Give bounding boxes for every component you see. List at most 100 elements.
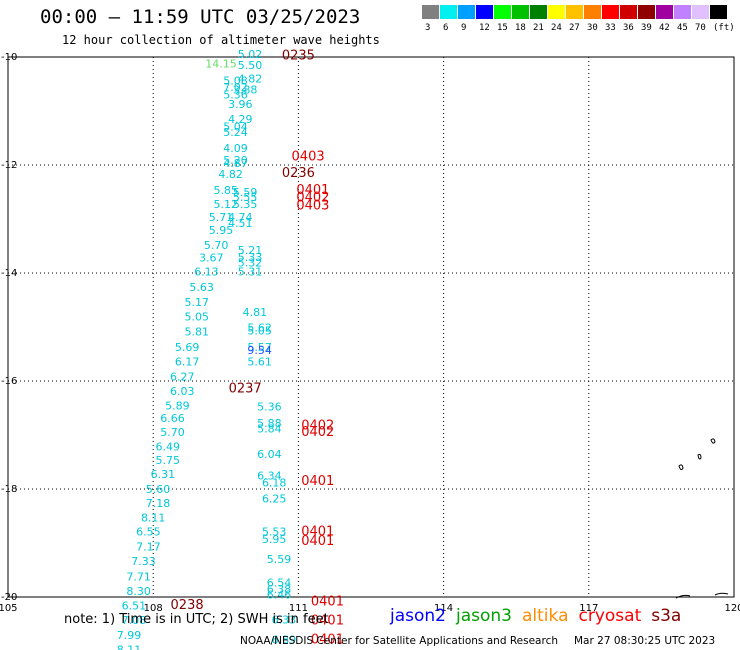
pass-time-label: 0236 — [282, 166, 315, 181]
wave-height-label: 7.02 — [223, 81, 248, 94]
wave-height-label: 5.70 — [204, 239, 229, 252]
color-scale-label: 15 — [497, 23, 508, 33]
wave-height-label: 6.55 — [136, 525, 161, 538]
wave-height-label: 4.51 — [228, 217, 253, 230]
legend-entry: s3a — [651, 606, 682, 626]
wave-height-label: 5.62 — [247, 321, 272, 334]
wave-height-label: 8.11 — [117, 644, 142, 650]
wave-height-label: 4.82 — [238, 72, 263, 85]
wave-height-label: 5.84 — [257, 422, 282, 435]
pass-time-label: 0237 — [229, 381, 262, 396]
legend-entry: jason3 — [456, 606, 512, 626]
wave-height-label: 5.21 — [238, 244, 263, 257]
y-tick-label: -20 — [1, 592, 17, 603]
wave-height-label: 6.27 — [170, 370, 195, 383]
pass-time-label: 0401 — [311, 614, 344, 629]
wave-height-label: 5.31 — [238, 266, 263, 279]
color-scale-label: 42 — [659, 23, 670, 33]
x-tick-label: 108 — [144, 603, 163, 614]
data-labels: 5.025.5014.154.825.087.023.885.363.964.2… — [117, 48, 344, 650]
wave-height-label: 5.60 — [146, 483, 171, 496]
wave-height-label: 5.17 — [185, 296, 210, 309]
wave-height-label: 6.34 — [257, 469, 282, 482]
pass-time-label: 0403 — [292, 150, 325, 165]
wave-height-label: 7.08 — [122, 614, 147, 627]
legend-entry: altika — [522, 606, 569, 626]
wave-height-label: 5.12 — [214, 198, 239, 211]
wave-height-label: 6.03 — [170, 385, 195, 398]
wave-height-label: 5.33 — [238, 251, 263, 264]
color-scale-label: 12 — [479, 23, 490, 33]
wave-height-label: 9.54 — [247, 344, 272, 357]
wave-height-label: 4.74 — [228, 211, 253, 224]
wave-height-label: 8.30 — [126, 585, 151, 598]
x-tick-label: 120 — [724, 603, 740, 614]
pass-time-label: 0403 — [296, 198, 329, 213]
y-tick-label: -14 — [1, 268, 17, 279]
wave-height-label: 4.09 — [223, 142, 248, 155]
wave-height-label: 7.71 — [126, 570, 151, 583]
wave-height-label: 5.89 — [165, 400, 190, 413]
wave-height-label: 5.81 — [185, 326, 210, 339]
color-scale-label: 70 — [695, 23, 706, 33]
pass-time-label: 0402 — [301, 425, 334, 440]
pass-time-label: 0402 — [296, 191, 329, 206]
pass-time-label: 0401 — [301, 474, 334, 489]
x-tick-label: 105 — [0, 603, 18, 614]
wave-height-label: 5.75 — [155, 454, 180, 467]
wave-height-label: 6.38 — [267, 583, 292, 596]
color-scale-label: 24 — [551, 23, 562, 33]
y-tick-label: -18 — [1, 484, 17, 495]
color-swatch — [620, 5, 637, 19]
y-tick-label: -12 — [1, 160, 17, 171]
color-scale-label: 3 — [425, 23, 431, 33]
wave-height-label: 6.13 — [194, 266, 219, 279]
wave-height-label: 4.81 — [243, 306, 268, 319]
plot-frame — [7, 56, 735, 598]
pass-time-label: 0402 — [301, 419, 334, 434]
wave-height-label: 5.95 — [209, 224, 234, 237]
wave-height-label: 5.88 — [257, 417, 282, 430]
color-swatch — [566, 5, 583, 19]
wave-height-label: 5.35 — [233, 198, 258, 211]
color-scale-label: 45 — [677, 23, 688, 33]
wave-height-label: 6.25 — [262, 493, 287, 506]
color-scale-label: 27 — [569, 23, 580, 33]
color-swatch — [494, 5, 511, 19]
note-text: note: 1) Time is in UTC; 2) SWH is in fe… — [64, 612, 329, 627]
color-swatch — [440, 5, 457, 19]
color-scale-label: 36 — [623, 23, 634, 33]
color-scale-label: 21 — [533, 23, 544, 33]
y-tick-label: -16 — [1, 376, 17, 387]
color-swatch — [692, 5, 709, 19]
color-swatch — [512, 5, 529, 19]
x-tick-label: 111 — [289, 603, 308, 614]
wave-height-label: 5.05 — [185, 311, 210, 324]
wave-height-label: 5.71 — [209, 211, 234, 224]
x-tick-label: 117 — [579, 603, 598, 614]
wave-height-label: 5.04 — [223, 120, 248, 133]
wave-height-label: 5.63 — [189, 281, 214, 294]
color-swatch — [638, 5, 655, 19]
wave-height-label: 6.17 — [175, 355, 200, 368]
color-swatch — [422, 5, 439, 19]
grid-lines — [7, 56, 735, 598]
wave-height-label: 5.24 — [223, 126, 248, 139]
wave-height-label: 5.36 — [223, 89, 248, 102]
satellite-legend: jason2 jason3 altika cryosat s3a — [390, 606, 691, 626]
wave-height-label: 6.49 — [155, 441, 180, 454]
wave-height-label: 5.69 — [175, 341, 200, 354]
wave-height-label: 5.36 — [257, 401, 282, 414]
y-tick-label: -10 — [1, 52, 17, 63]
wave-height-label: 6.54 — [267, 577, 292, 590]
color-scale-label: 39 — [641, 23, 652, 33]
wave-height-label: 5.59 — [267, 553, 292, 566]
page-title: 00:00 – 11:59 UTC 03/25/2023 — [40, 6, 361, 28]
wave-height-label: 6.51 — [122, 599, 147, 612]
wave-height-label: 5.95 — [262, 533, 287, 546]
color-swatch — [548, 5, 565, 19]
wave-height-label: 5.59 — [233, 186, 258, 199]
color-swatch — [710, 5, 727, 19]
pass-time-label: 0238 — [171, 598, 204, 613]
